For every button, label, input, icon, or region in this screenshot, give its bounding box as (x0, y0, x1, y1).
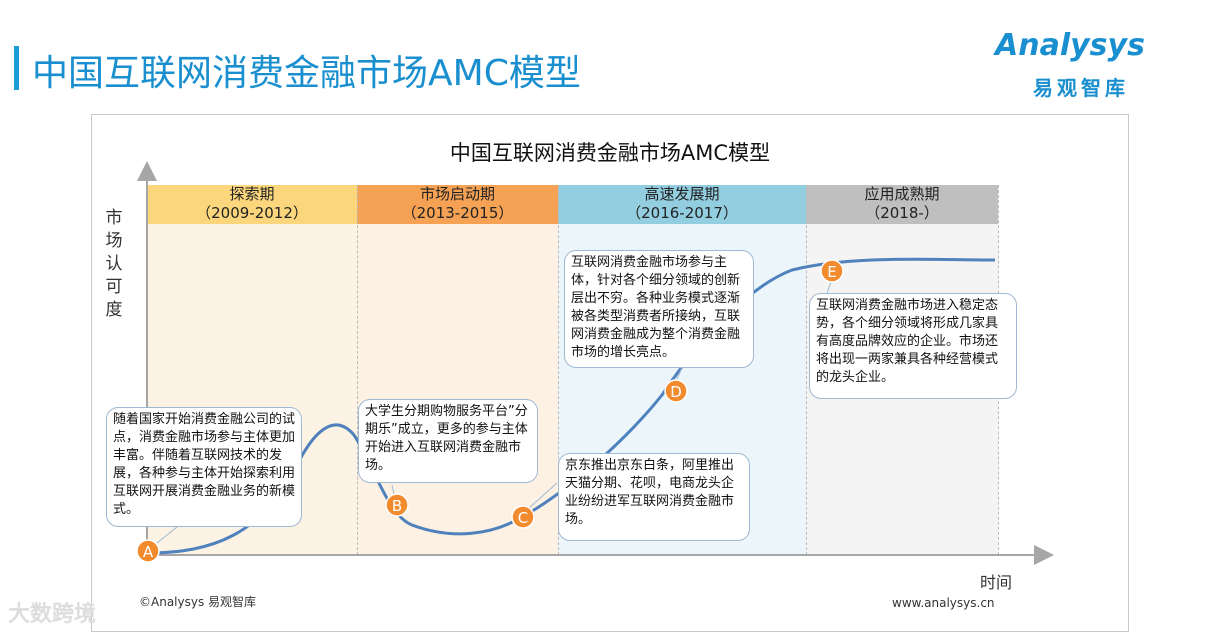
stage-header-launch: 市场启动期 （2013-2015） (357, 185, 558, 224)
stage-period: （2009-2012） (196, 204, 308, 222)
marker-label: E (827, 263, 836, 281)
stage-header-mature: 应用成熟期 （2018-） (806, 185, 998, 224)
diagram-title: 中国互联网消费金融市场AMC模型 (449, 141, 771, 165)
stage-period: （2016-2017） (626, 204, 738, 222)
stage-header-explore: 探索期 （2009-2012） (147, 185, 357, 224)
stage-name: 高速发展期 (644, 185, 720, 203)
title-accent-bar (14, 46, 19, 90)
stage-period: （2018-） (865, 204, 939, 222)
x-axis-label: 时间 (980, 573, 1013, 592)
logo-text: Analysys (995, 28, 1145, 63)
page-title: 中国互联网消费金融市场AMC模型 (32, 53, 581, 94)
stage-divider (357, 185, 358, 555)
marker-label: A (143, 543, 154, 561)
callout-c: 京东推出京东白条，阿里推出天猫分期、花呗，电商龙头企业纷纷进军互联网消费金融市场… (558, 453, 750, 541)
stage-name: 市场启动期 (419, 185, 495, 203)
marker-label: D (670, 383, 682, 401)
website-link[interactable]: www.analysys.cn (892, 596, 995, 610)
marker-c: C (511, 505, 535, 529)
analysys-logo: Analysys 易观智库 (995, 28, 1175, 108)
stage-period: （2013-2015） (401, 204, 514, 222)
stage-divider (806, 185, 807, 555)
marker-label: C (518, 509, 528, 527)
marker-d: D (664, 379, 688, 403)
stage-name: 应用成熟期 (864, 185, 940, 203)
logo-subtext: 易观智库 (1033, 76, 1129, 100)
marker-a: A (136, 539, 160, 563)
stage-name: 探索期 (229, 185, 275, 203)
callout-e: 互联网消费金融市场进入稳定态势，各个细分领域将形成几家具有高度品牌效应的企业。市… (809, 293, 1017, 399)
watermark: 大数跨境 (8, 602, 97, 627)
callout-pointer (528, 482, 558, 509)
amc-diagram-panel: 中国互联网消费金融市场AMC模型 探索期 （2009-2012） 市场启动期 （… (91, 114, 1129, 632)
y-axis-label: 市场认可度 (105, 208, 123, 320)
stage-header-growth: 高速发展期 （2016-2017） (558, 185, 806, 224)
marker-e: E (820, 259, 844, 283)
copyright-text: ©Analysys 易观智库 (139, 595, 257, 609)
marker-b: B (385, 493, 409, 517)
callout-b: 大学生分期购物服务平台”分期乐”成立，更多的参与主体开始进入互联网消费金融市场。 (358, 399, 538, 483)
stage-divider (558, 185, 559, 555)
callout-d: 互联网消费金融市场参与主体，针对各个细分领域的创新层出不穷。各种业务模式逐渐被各… (564, 250, 754, 368)
marker-label: B (392, 497, 402, 515)
callout-a: 随着国家开始消费金融公司的试点，消费金融市场参与主体更加丰富。伴随着互联网技术的… (106, 407, 302, 527)
